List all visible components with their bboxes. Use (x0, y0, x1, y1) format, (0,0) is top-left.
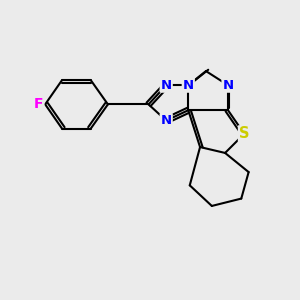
Text: N: N (223, 79, 234, 92)
Text: N: N (160, 114, 172, 127)
Text: S: S (239, 126, 250, 141)
Text: N: N (183, 79, 194, 92)
Text: F: F (34, 98, 43, 111)
Text: N: N (160, 79, 172, 92)
